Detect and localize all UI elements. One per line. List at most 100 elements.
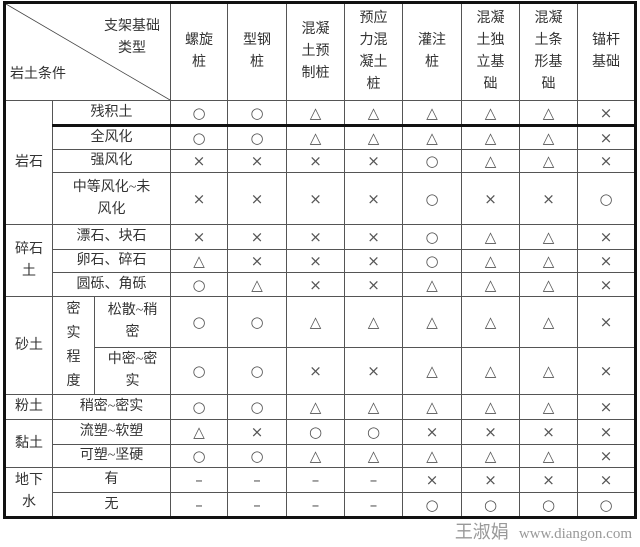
suitability-cell: ○ [577,492,637,518]
suitability-cell: ○ [227,444,288,468]
subcategory-cell: 有 [51,467,172,493]
suitability-cell: × [577,467,637,493]
suitability-cell: × [577,444,637,468]
suitability-cell: △ [461,347,521,395]
suitability-cell: – [344,492,404,518]
suitability-cell: × [577,224,637,250]
suitability-cell: △ [461,100,521,127]
column-header: 混凝 土预 制桩 [286,2,346,101]
suitability-cell: △ [461,224,521,250]
suitability-cell: ○ [227,394,288,420]
table-row: 黏土 流塑~软塑 △ × ○ ○ × × × × [4,419,637,468]
suitability-cell: △ [344,100,404,127]
table-row: 中密~密 实 ○ ○ × × △ △ △ × [5,347,637,395]
table-row: 粉土 稍密~密实 ○ ○ △ △ △ △ △ × [4,394,637,420]
suitability-cell: × [227,249,288,273]
suitability-cell: ○ [461,492,521,518]
suitability-cell: × [577,100,637,127]
column-header: 螺旋 桩 [170,2,229,101]
suitability-cell: ○ [170,394,229,420]
suitability-cell: △ [519,347,579,395]
density-cell: 密 实 程 度 [52,296,95,395]
suitability-cell: – [286,467,346,493]
suitability-cell: △ [286,100,346,127]
suitability-cell: △ [227,272,288,297]
table-row: 中等风化~未 风化 × × × × ○ × × ○ [5,172,637,225]
suitability-cell: × [577,149,637,173]
suitability-cell: △ [519,272,579,297]
suitability-cell: – [286,492,346,518]
diagonal-header-cell: 支架基础 类型 岩土条件 [3,2,172,101]
category-cell: 碎石 土 [4,224,53,297]
table-row: 碎石 土漂石、块石 × × × × ○ △ △ × [4,224,637,297]
suitability-cell: – [170,467,229,493]
suitability-cell: × [286,272,346,297]
column-header: 锚杆 基础 [577,2,637,101]
subcategory-cell: 圆砾、角砾 [51,272,172,297]
foundation-suitability-table: 支架基础 类型 岩土条件 螺旋 桩 型钢 桩 混凝 土预 制桩 预应 力混 凝土… [3,1,638,519]
suitability-cell: × [227,224,288,250]
table-body: 岩石 残积土 ○ ○ △ △ △ △ △ × 全风化 ○ ○ △ △ △ △ △ × 强风化 × × × × ○ △ △ × 中等风化~… [4,100,637,518]
suitability-cell: △ [461,296,521,348]
suitability-cell: △ [519,249,579,273]
suitability-cell: ○ [227,347,288,395]
suitability-cell: △ [344,296,404,348]
suitability-cell: × [170,224,229,250]
suitability-cell: △ [286,125,346,150]
suitability-cell: ○ [577,172,637,225]
suitability-cell: △ [402,394,463,420]
suitability-cell: × [577,125,637,150]
suitability-cell: △ [461,149,521,173]
suitability-cell: ○ [227,100,288,127]
suitability-cell: × [577,419,637,445]
category-cell: 砂土 [4,296,53,395]
suitability-cell: △ [402,347,463,395]
suitability-cell: ○ [170,272,229,297]
suitability-cell: × [577,347,637,395]
suitability-cell: ○ [286,419,346,445]
suitability-cell: × [344,249,404,273]
suitability-cell: × [170,172,229,225]
subcategory-cell: 卵石、碎石 [51,249,172,273]
suitability-cell: △ [519,100,579,127]
subcategory-cell: 无 [51,492,172,518]
suitability-cell: – [170,492,229,518]
suitability-cell: △ [344,125,404,150]
suitability-cell: ○ [227,296,288,348]
suitability-cell: × [286,149,346,173]
suitability-cell: ○ [402,224,463,250]
suitability-cell: △ [344,394,404,420]
soil-condition-heading: 岩土条件 [10,67,66,82]
suitability-cell: ○ [170,100,229,127]
subcategory-cell: 残积土 [51,100,172,127]
subcategory-cell: 中密~密 实 [93,347,172,395]
suitability-cell: × [227,172,288,225]
suitability-cell: × [227,419,288,445]
suitability-cell: × [344,172,404,225]
suitability-cell: ○ [402,172,463,225]
subcategory-cell: 稍密~密实 [51,394,172,420]
suitability-cell: ○ [170,125,229,150]
suitability-cell: × [519,467,579,493]
suitability-cell: ○ [170,296,229,348]
suitability-cell: △ [170,419,229,445]
column-header: 混凝 土独 立基 础 [461,2,521,101]
suitability-cell: ○ [402,149,463,173]
suitability-cell: ○ [344,419,404,445]
table-row: 砂土密 实 程 度松散~稍 密 ○ ○ △ △ △ △ △ × [4,296,637,395]
suitability-cell: △ [170,249,229,273]
column-header: 预应 力混 凝土 桩 [344,2,404,101]
suitability-cell: △ [519,224,579,250]
suitability-cell: × [344,224,404,250]
suitability-cell: × [577,394,637,420]
suitability-cell: – [227,467,288,493]
suitability-cell: × [519,172,579,225]
suitability-cell: – [227,492,288,518]
table-row: 全风化 ○ ○ △ △ △ △ △ × [5,125,637,150]
suitability-cell: △ [402,296,463,348]
suitability-cell: ○ [227,125,288,150]
suitability-cell: × [344,272,404,297]
suitability-cell: △ [461,394,521,420]
column-header: 型钢 桩 [227,2,288,101]
subcategory-cell: 强风化 [51,149,172,173]
